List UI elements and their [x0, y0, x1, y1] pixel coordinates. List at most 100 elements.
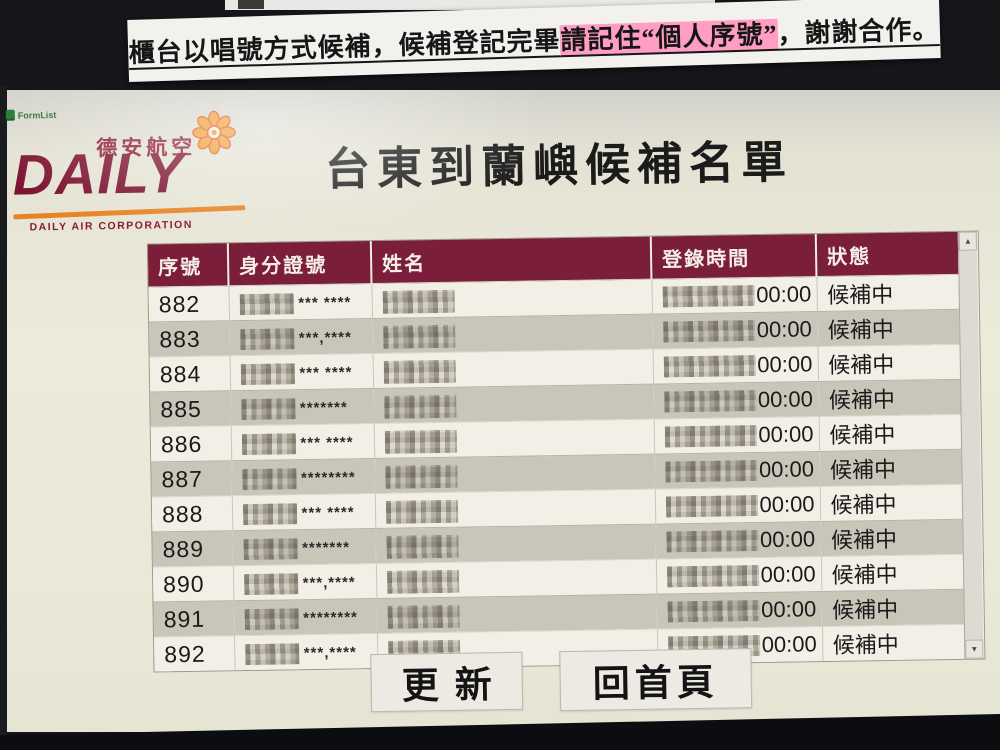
kiosk-screen: FormList 德安航空 [5, 90, 1000, 732]
cell-register-time: 00:00 [653, 416, 820, 455]
notice-highlight: 請記住“個人序號” [560, 18, 778, 56]
time-text: 00:00 [760, 596, 817, 623]
cell-serial: 885 [150, 390, 231, 428]
id-mask-stars: ***,**** [303, 644, 357, 662]
notice-part1: 櫃台以唱號方式候補，候補登記完畢 [128, 25, 561, 68]
cell-name [373, 419, 655, 459]
daily-air-logo: 德安航空 [10, 110, 272, 266]
redacted-date-block [663, 355, 756, 378]
upper-paper-edge [225, 0, 715, 10]
redacted-date-block [664, 460, 758, 483]
redacted-name-block [386, 569, 459, 594]
cell-name [375, 559, 657, 599]
cell-serial: 892 [154, 635, 235, 672]
cell-name [376, 594, 657, 634]
redacted-name-block [385, 534, 459, 559]
cell-name [371, 279, 652, 319]
redacted-name-block [383, 394, 457, 419]
formlist-link[interactable]: FormList [5, 109, 57, 121]
cell-status: 候補中 [819, 449, 962, 487]
scroll-down-icon[interactable]: ▼ [965, 639, 984, 659]
cell-id-number: ******* [232, 528, 376, 566]
paper-notice-text: 櫃台以唱號方式候補，候補登記完畢請記住“個人序號”，謝謝合作。 [128, 8, 940, 69]
cell-id-number: ***,**** [232, 563, 377, 601]
header-status: 狀態 [815, 231, 959, 277]
redacted-name-block [384, 464, 458, 489]
cell-status: 候補中 [818, 379, 961, 417]
cell-id-number: ******** [233, 598, 377, 636]
cell-status: 候補中 [821, 589, 964, 627]
cell-register-time: 00:00 [654, 486, 821, 525]
cell-id-number: ******** [231, 458, 375, 496]
redacted-date-block [667, 600, 760, 623]
cell-register-time: 00:00 [652, 346, 819, 385]
id-mask-stars: *** **** [299, 364, 353, 382]
redacted-id-block [240, 362, 295, 385]
cell-id-number: *** **** [231, 493, 376, 531]
cell-serial: 884 [149, 355, 231, 393]
logo-orange-swoosh [13, 205, 246, 220]
id-mask-stars: *** **** [301, 504, 355, 522]
cell-name [374, 489, 656, 529]
cell-id-number: *** **** [228, 283, 373, 321]
cell-serial: 887 [151, 460, 232, 498]
cell-id-number: *** **** [230, 423, 375, 461]
cell-register-time: 00:00 [655, 556, 822, 595]
redacted-date-block [665, 530, 759, 553]
cell-status: 候補中 [816, 309, 960, 347]
formlist-label: FormList [17, 109, 57, 121]
cell-id-number: ******* [230, 388, 374, 426]
redacted-id-block [244, 642, 299, 665]
header-name: 姓名 [370, 236, 652, 284]
tape-mark [238, 0, 264, 9]
cell-name [375, 524, 656, 564]
id-mask-stars: ******** [300, 469, 356, 487]
redacted-id-block [239, 292, 294, 315]
redacted-date-block [665, 495, 758, 518]
waitlist-body: 882 *** **** 00:00 候補中 883 ***,**** 00:0… [148, 274, 965, 672]
redacted-id-block [243, 572, 298, 595]
id-mask-stars: *** **** [298, 294, 352, 312]
redacted-name-block [387, 604, 460, 629]
redacted-id-block [241, 432, 296, 455]
redacted-id-block [242, 502, 297, 525]
home-button[interactable]: 回首頁 [559, 648, 753, 712]
cell-id-number: ***,**** [229, 318, 373, 356]
refresh-button[interactable]: 更新 [370, 651, 524, 713]
id-mask-stars: ******* [299, 399, 348, 417]
scroll-up-icon[interactable]: ▲ [958, 231, 978, 251]
redacted-name-block [384, 429, 457, 454]
redacted-id-block [241, 467, 297, 490]
cell-register-time: 00:00 [656, 591, 822, 630]
id-mask-stars: ******* [301, 539, 351, 557]
cell-serial: 890 [152, 565, 234, 603]
cell-serial: 888 [151, 495, 233, 533]
cell-serial: 889 [152, 530, 233, 568]
time-text: 00:00 [761, 631, 817, 658]
time-text: 00:00 [758, 456, 815, 483]
redacted-id-block [242, 537, 298, 560]
plum-blossom-flower-icon [192, 110, 236, 155]
redacted-date-block [662, 320, 755, 343]
id-mask-stars: ******** [303, 608, 359, 627]
redacted-date-block [664, 425, 757, 448]
redacted-name-block [382, 289, 455, 314]
header-id-number: 身分證號 [227, 241, 372, 286]
time-text: 00:00 [756, 316, 813, 343]
time-text: 00:00 [756, 281, 812, 308]
id-mask-stars: ***,**** [298, 329, 352, 347]
form-document-icon [5, 109, 15, 121]
cell-status: 候補中 [820, 554, 964, 592]
header-register-time: 登錄時間 [650, 234, 817, 280]
time-text: 00:00 [758, 421, 814, 448]
cell-status: 候補中 [820, 519, 963, 557]
cell-name [372, 349, 654, 389]
redacted-date-block [662, 285, 755, 308]
cell-register-time: 00:00 [651, 276, 817, 315]
cell-serial: 891 [153, 600, 234, 638]
redacted-name-block [383, 359, 456, 384]
cell-register-time: 00:00 [654, 451, 820, 490]
cell-name [372, 314, 653, 354]
time-text: 00:00 [757, 386, 814, 413]
